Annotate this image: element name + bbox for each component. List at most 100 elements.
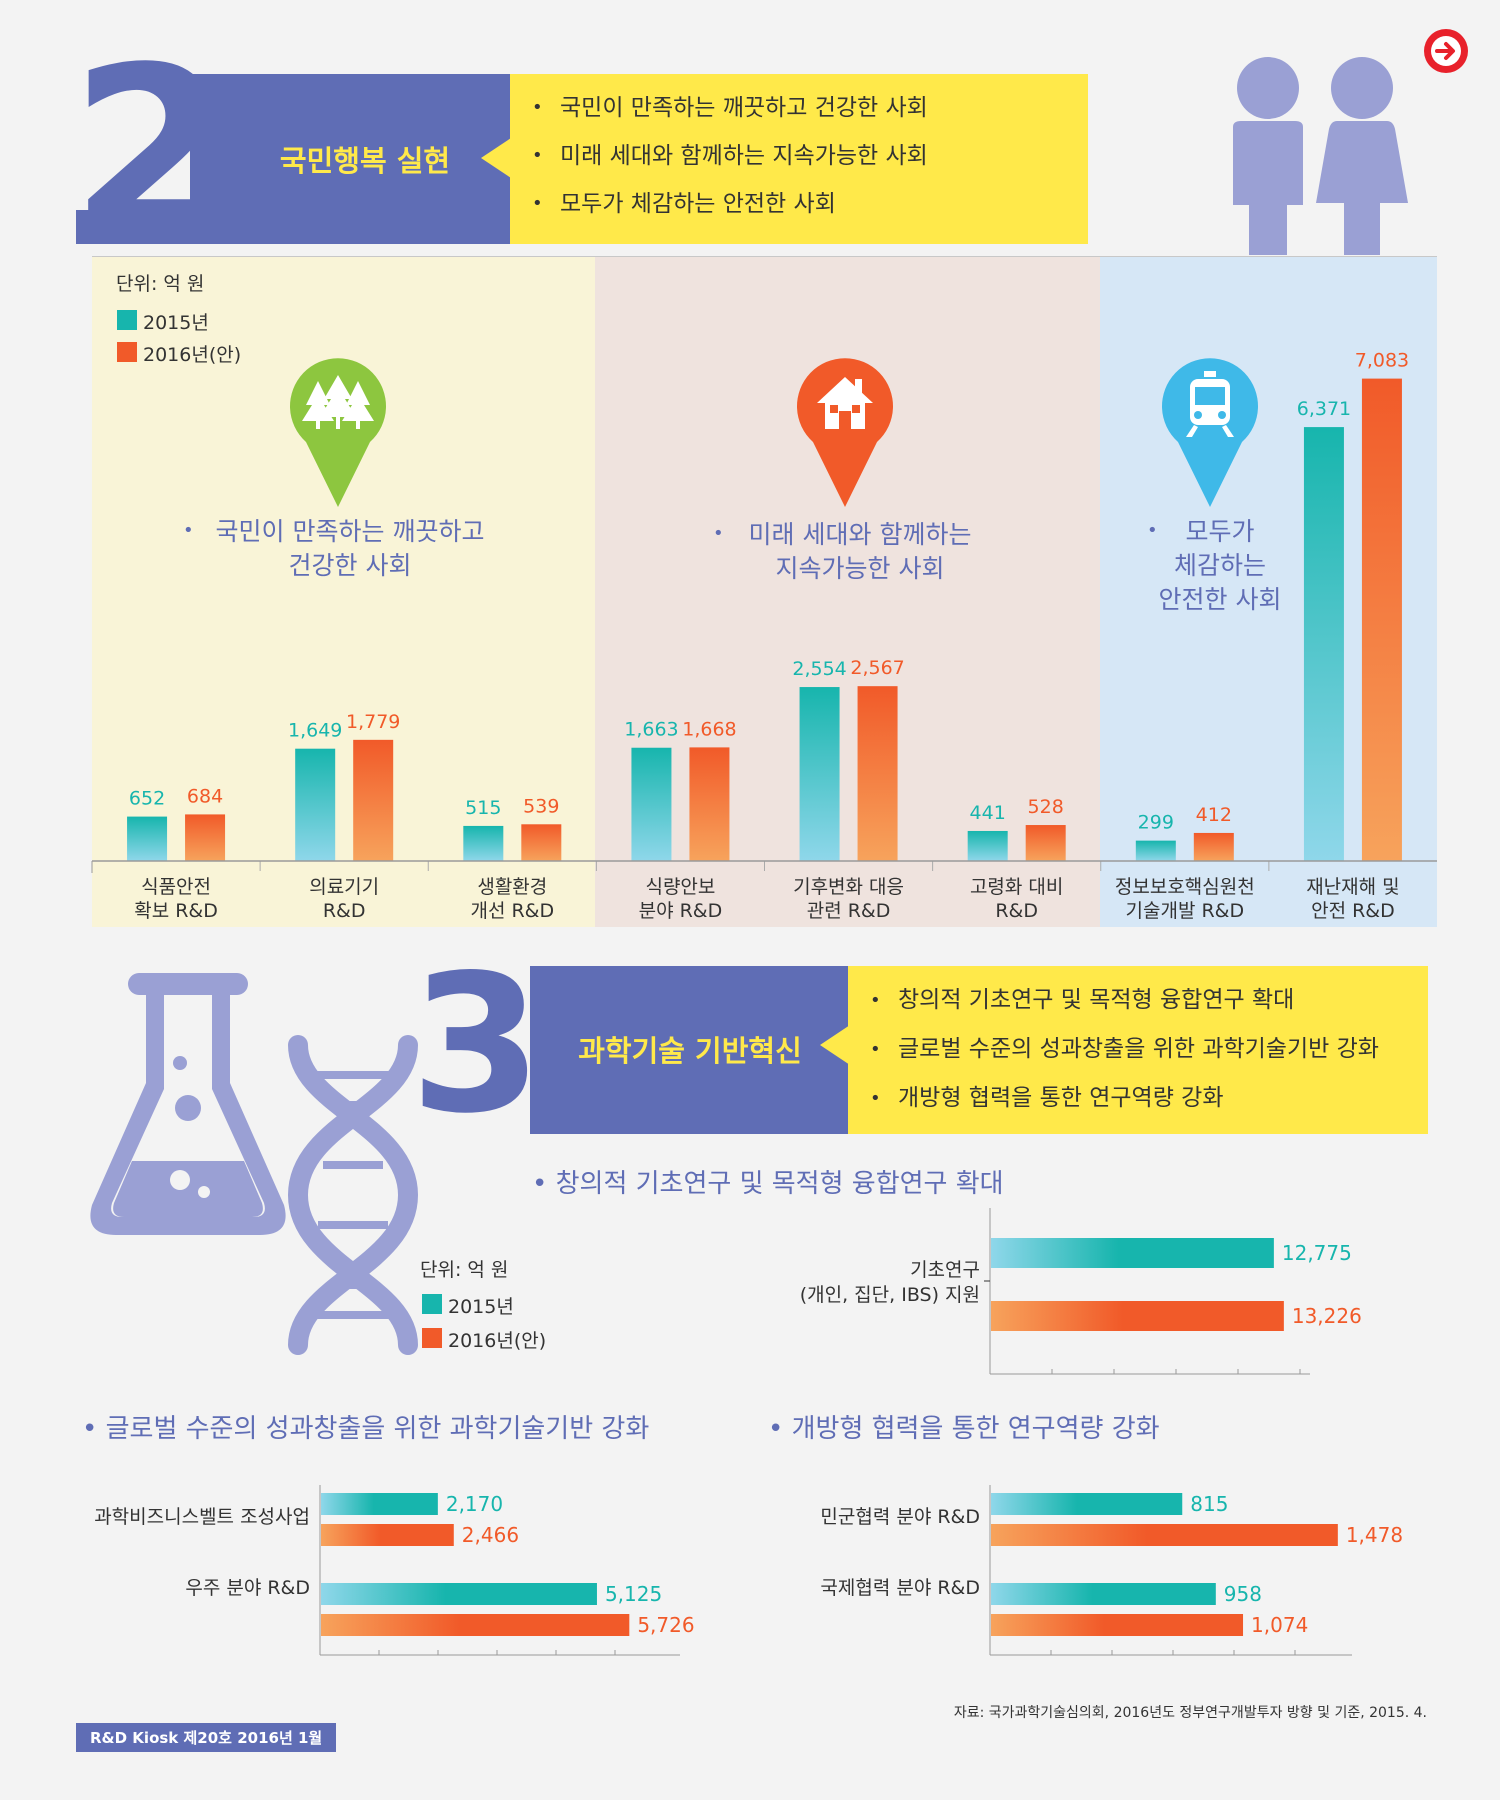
subsection-title-basic-research: 창의적 기초연구 및 목적형 융합연구 확대	[532, 1163, 1004, 1200]
data-label: 5,726	[637, 1613, 694, 1637]
legend-label-2015: 2015년	[448, 1296, 514, 1318]
data-label: 299	[1138, 812, 1174, 834]
legend-swatch-2016	[117, 342, 137, 362]
bar-2015	[295, 748, 336, 861]
data-label: 1,668	[682, 718, 736, 740]
bar-2016	[991, 1524, 1338, 1546]
data-label: 528	[1028, 796, 1064, 818]
data-label: 515	[465, 797, 501, 819]
data-label: 12,775	[1282, 1241, 1352, 1265]
category-label: 기후변화 대응	[793, 876, 904, 898]
bar-2015	[463, 825, 504, 861]
flask-icon	[90, 973, 286, 1235]
bar-2016	[321, 1614, 630, 1636]
category-label: 우주 분야 R&D	[185, 1577, 310, 1599]
section-bullets-box: 국민이 만족하는 깨끗하고 건강한 사회 미래 세대와 함께하는 지속가능한 사…	[510, 74, 1088, 244]
category-label: 관련 R&D	[807, 900, 891, 922]
data-label: 1,649	[288, 720, 342, 742]
category-label: 고령화 대비	[970, 876, 1063, 898]
data-label: 441	[970, 802, 1006, 824]
category-label: 기술개발 R&D	[1126, 900, 1245, 922]
category-label: 의료기기	[309, 876, 379, 898]
bar-2015	[991, 1493, 1183, 1515]
category-label: 식량안보	[645, 876, 715, 898]
data-label: 6,371	[1297, 398, 1351, 420]
unit-label: 단위: 억 원	[116, 273, 205, 295]
category-label: 과학비즈니스벨트 조성사업	[94, 1506, 310, 1528]
bar-2016	[991, 1301, 1284, 1331]
category-label: R&D	[995, 900, 1038, 922]
data-label: 815	[1190, 1492, 1228, 1516]
people-icon	[1233, 57, 1408, 255]
subsection-title-open-collab: 개방형 협력을 통한 연구역량 강화	[768, 1408, 1160, 1445]
bar-2016	[1361, 378, 1402, 861]
subsection-title-global: 글로벌 수준의 성과창출을 위한 과학기술기반 강화	[82, 1408, 650, 1445]
legend-swatch-2015	[117, 310, 137, 330]
bar-2015	[127, 816, 168, 861]
data-label: 539	[523, 795, 559, 817]
bar-2015	[1303, 427, 1344, 861]
source-note: 자료: 국가과학기술심의회, 2016년도 정부연구개발투자 방향 및 기준, …	[953, 1705, 1427, 1721]
category-label: 민군협력 분야 R&D	[820, 1506, 980, 1528]
data-label: 1,779	[346, 711, 400, 733]
bar-2016	[991, 1614, 1244, 1636]
bar-2016	[1025, 825, 1066, 861]
category-label: 국제협력 분야 R&D	[820, 1577, 980, 1599]
bar-2015	[991, 1583, 1216, 1605]
bar-2015	[799, 687, 840, 861]
data-label: 2,466	[462, 1523, 519, 1547]
section-title-band	[190, 74, 510, 244]
legend-swatch-2015	[422, 1294, 442, 1314]
section-number: 3	[410, 934, 543, 1155]
category-label: 식품안전	[141, 876, 211, 898]
bar-2015	[991, 1238, 1274, 1268]
bar-2016	[1193, 832, 1234, 861]
next-button[interactable]	[1424, 29, 1468, 73]
data-label: 684	[187, 785, 223, 807]
data-label: 2,170	[446, 1492, 503, 1516]
data-label: 2,554	[792, 658, 846, 680]
legend-swatch-2016	[422, 1328, 442, 1348]
bar-2015	[967, 830, 1008, 861]
bar-2016	[521, 824, 562, 861]
bar-2016	[321, 1524, 454, 1546]
category-label: 생활환경	[477, 876, 547, 898]
category-label: 개선 R&D	[470, 900, 554, 922]
bullet-item: 창의적 기초연구 및 목적형 융합연구 확대	[848, 976, 1428, 1025]
category-label: 재난재해 및	[1306, 876, 1399, 898]
data-label: 958	[1224, 1582, 1262, 1606]
bar-2016	[857, 686, 898, 861]
legend-label-2015: 2015년	[143, 312, 209, 334]
bullet-item: 개방형 협력을 통한 연구역량 강화	[848, 1074, 1428, 1123]
data-label: 7,083	[1355, 350, 1409, 372]
bar-2016	[185, 814, 226, 861]
bar-2015	[321, 1493, 438, 1515]
panel-label-sustainable: 미래 세대와 함께하는 지속가능한 사회	[748, 520, 972, 583]
data-label: 5,125	[605, 1582, 662, 1606]
section-title: 국민행복 실현	[279, 144, 451, 178]
data-label: 1,663	[624, 719, 678, 741]
pointer-notch	[820, 1025, 850, 1065]
bullet-item: 미래 세대와 함께하는 지속가능한 사회	[510, 132, 1088, 180]
house-icon	[797, 358, 893, 507]
section-bullets-box: 창의적 기초연구 및 목적형 융합연구 확대 글로벌 수준의 성과창출을 위한 …	[848, 966, 1428, 1134]
data-label: 412	[1196, 804, 1232, 826]
category-label: 확보 R&D	[134, 900, 218, 922]
arrow-right-icon	[1431, 36, 1461, 66]
bar-2016	[353, 739, 394, 861]
unit-label: 단위: 억 원	[420, 1259, 509, 1281]
data-label: 1,074	[1251, 1613, 1308, 1637]
category-label: 안전 R&D	[1311, 900, 1395, 922]
chart-basic-research: 12,775 13,226	[984, 1208, 1362, 1375]
chart-open-collab: 815 1,478 958 1,074	[989, 1485, 1403, 1656]
data-label: 13,226	[1292, 1304, 1362, 1328]
chart-global: 2,170 2,466 5,125 5,726	[319, 1485, 695, 1656]
footer-badge: R&D Kiosk 제20호 2016년 1월	[76, 1723, 337, 1752]
category-label: 분야 R&D	[639, 900, 723, 922]
category-label: 정보보호핵심원천	[1115, 876, 1255, 898]
section-title: 과학기술 기반혁신	[578, 1034, 802, 1068]
panel-label-clean: 국민이 만족하는 깨끗하고 건강한 사회	[215, 517, 485, 580]
legend-label-2016: 2016년(안)	[143, 344, 242, 366]
pointer-notch	[481, 138, 511, 178]
